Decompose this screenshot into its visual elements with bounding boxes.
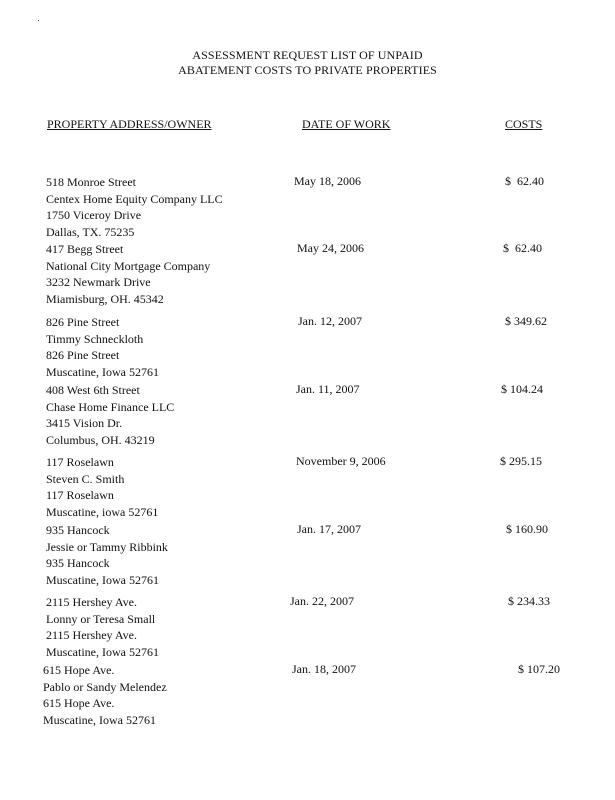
property-address: 615 Hope Ave.: [43, 663, 115, 677]
property-address: 117 Roselawn: [46, 455, 114, 469]
mailing-city: Muscatine, Iowa 52761: [43, 712, 156, 727]
mailing-city: Muscatine, Iowa 52761: [46, 364, 159, 379]
cost: $ 234.33: [508, 594, 550, 608]
column-header-address: PROPERTY ADDRESS/OWNER: [47, 117, 212, 131]
property-address: 935 Hancock: [46, 523, 110, 537]
owner-name: Jessie or Tammy Ribbink: [46, 539, 168, 554]
date-of-work: Jan. 11, 2007: [296, 382, 360, 396]
mailing-street: 1750 Viceroy Drive: [46, 208, 142, 222]
owner-name: Timmy Schneckloth: [46, 331, 144, 346]
mailing-street: 615 Hope Ave.: [43, 696, 115, 710]
cost: $ 62.40: [503, 241, 542, 255]
cost: $ 349.62: [505, 314, 547, 328]
owner-name: Steven C. Smith: [46, 471, 125, 486]
mailing-street: 935 Hancock: [46, 556, 110, 570]
column-header-date: DATE OF WORK: [302, 117, 391, 131]
list-item: 417 Begg Street National City Mortgage Co…: [0, 241, 615, 311]
cost: $ 62.40: [505, 174, 544, 188]
date-of-work: Jan. 18, 2007: [292, 662, 356, 676]
column-header-costs: COSTS: [505, 117, 543, 131]
property-address-owner: 826 Pine Street Timmy Schneckloth 826 Pine…: [46, 314, 159, 380]
mailing-city: Miamisburg, OH. 45342: [46, 291, 164, 306]
property-address-owner: 2115 Hershey Ave. Lonny or Teresa Small 21…: [46, 594, 159, 660]
scan-speck: [38, 20, 39, 21]
cost: $ 160.90: [506, 522, 548, 536]
mailing-city: Muscatine, Iowa 52761: [46, 572, 159, 587]
owner-name: Centex Home Equity Company LLC: [46, 191, 223, 206]
date-of-work: May 18, 2006: [294, 174, 361, 188]
property-address-owner: 935 Hancock Jessie or Tammy Ribbink 935 Ha…: [46, 522, 168, 588]
mailing-street: 117 Roselawn: [46, 488, 114, 502]
title-line-2: ABATEMENT COSTS TO PRIVATE PROPERTIES: [178, 63, 437, 77]
mailing-city: Muscatine, Iowa 52761: [46, 644, 159, 659]
mailing-street: 2115 Hershey Ave.: [46, 628, 137, 642]
property-address-owner: 117 Roselawn Steven C. Smith 117 Roselawn M…: [46, 454, 158, 520]
property-address: 2115 Hershey Ave.: [46, 595, 137, 609]
property-address-owner: 518 Monroe Street Centex Home Equity Comp…: [46, 174, 223, 240]
cost: $ 295.15: [500, 454, 542, 468]
mailing-city: Columbus, OH. 43219: [46, 432, 155, 447]
list-item: 826 Pine Street Timmy Schneckloth 826 Pine…: [0, 314, 615, 384]
owner-name: Pablo or Sandy Melendez: [43, 679, 167, 694]
owner-name: Lonny or Teresa Small: [46, 611, 156, 626]
list-item: 615 Hope Ave. Pablo or Sandy Melendez 615 …: [0, 662, 615, 732]
mailing-street: 826 Pine Street: [46, 348, 120, 362]
list-item: 117 Roselawn Steven C. Smith 117 Roselawn M…: [0, 454, 615, 524]
property-address-owner: 417 Begg Street National City Mortgage Co…: [46, 241, 210, 307]
list-item: 408 West 6th Street Chase Home Finance LL…: [0, 382, 615, 452]
cost: $ 107.20: [518, 662, 560, 676]
mailing-city: Muscatine, iowa 52761: [46, 504, 159, 519]
list-item: 518 Monroe Street Centex Home Equity Comp…: [0, 174, 615, 244]
property-address-owner: 615 Hope Ave. Pablo or Sandy Melendez 615 …: [43, 662, 167, 728]
date-of-work: May 24, 2006: [297, 241, 364, 255]
property-address: 408 West 6th Street: [46, 383, 140, 397]
title-line-1: ASSESSMENT REQUEST LIST OF UNPAID: [192, 48, 423, 62]
cost: $ 104.24: [501, 382, 543, 396]
mailing-street: 3415 Vision Dr.: [46, 416, 123, 430]
owner-name: Chase Home Finance LLC: [46, 399, 175, 414]
owner-name: National City Mortgage Company: [46, 258, 211, 273]
property-address: 826 Pine Street: [46, 315, 120, 329]
property-address-owner: 408 West 6th Street Chase Home Finance LL…: [46, 382, 174, 448]
date-of-work: November 9, 2006: [296, 454, 386, 468]
mailing-city: Dallas, TX. 75235: [46, 224, 135, 239]
property-address: 417 Begg Street: [46, 242, 124, 256]
date-of-work: Jan. 17, 2007: [297, 522, 361, 536]
property-address: 518 Monroe Street: [46, 175, 136, 189]
date-of-work: Jan. 22, 2007: [290, 594, 354, 608]
mailing-street: 3232 Newmark Drive: [46, 275, 151, 289]
list-item: 2115 Hershey Ave. Lonny or Teresa Small 21…: [0, 594, 615, 664]
list-item: 935 Hancock Jessie or Tammy Ribbink 935 Ha…: [0, 522, 615, 592]
date-of-work: Jan. 12, 2007: [298, 314, 362, 328]
